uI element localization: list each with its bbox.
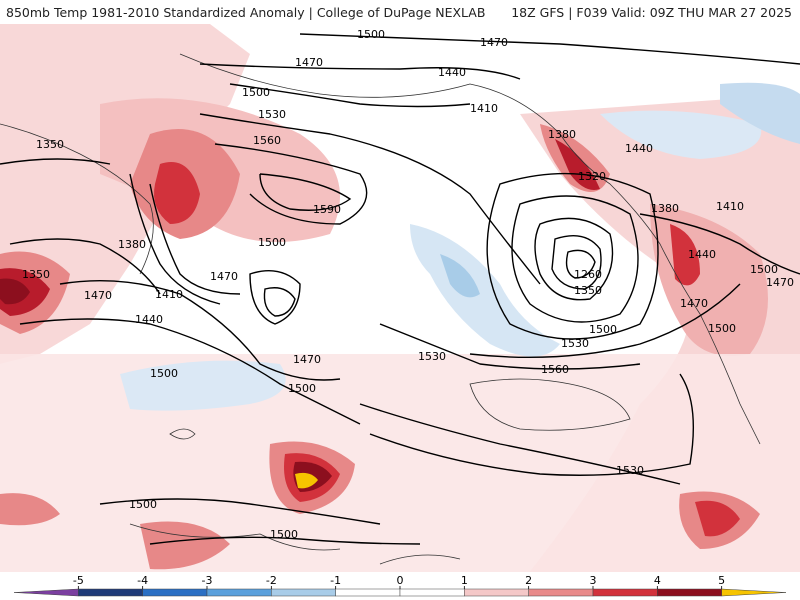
svg-text:1470: 1470 [680,297,708,310]
model-run-info: 18Z GFS | F039 Valid: 09Z THU MAR 27 202… [511,5,792,20]
svg-text:1500: 1500 [589,323,617,336]
colorbar-tick-label: -4 [137,574,148,587]
svg-text:1500: 1500 [750,263,778,276]
svg-text:1320: 1320 [578,170,606,183]
svg-text:1530: 1530 [418,350,446,363]
svg-text:1440: 1440 [438,66,466,79]
svg-text:1500: 1500 [258,236,286,249]
colorbar-tick-label: 5 [718,574,725,587]
svg-text:1470: 1470 [480,36,508,49]
svg-text:1500: 1500 [242,86,270,99]
colorbar-segment [721,588,787,597]
contour-labels: 1500 1470 1470 1440 1500 1530 1410 1380 … [22,28,794,541]
svg-text:1350: 1350 [36,138,64,151]
colorbar-segment [657,588,722,597]
svg-text:1500: 1500 [288,382,316,395]
svg-text:1560: 1560 [253,134,281,147]
svg-text:1350: 1350 [22,268,50,281]
svg-text:1410: 1410 [155,288,183,301]
svg-text:1470: 1470 [84,289,112,302]
svg-text:1380: 1380 [548,128,576,141]
svg-text:1440: 1440 [688,248,716,261]
height-contours [0,33,800,545]
colorbar-segment [528,588,594,597]
colorbar-tick-label: 2 [525,574,532,587]
svg-text:1440: 1440 [135,313,163,326]
svg-text:1410: 1410 [470,102,498,115]
colorbar-segment [271,588,336,597]
svg-text:1500: 1500 [708,322,736,335]
anomaly-shading [0,24,800,572]
colorbar-segment [592,588,658,597]
svg-text:1470: 1470 [295,56,323,69]
svg-text:1530: 1530 [616,464,644,477]
colorbar-segment [206,588,272,597]
colorbar-tick-label: 1 [461,574,468,587]
svg-text:1380: 1380 [651,202,679,215]
svg-text:1560: 1560 [541,363,569,376]
colorbar-tick-label: -1 [330,574,341,587]
colorbar-tick-label: 0 [397,574,404,587]
svg-text:1530: 1530 [561,337,589,350]
colorbar-segment [13,588,79,597]
colorbar-segment [78,588,143,597]
svg-text:1500: 1500 [129,498,157,511]
coastlines [0,53,761,565]
colorbar-segment [335,588,401,597]
svg-text:1470: 1470 [293,353,321,366]
colorbar-segment [142,588,208,597]
colorbar-graphic: -5 -4 -3 -2 -1 0 1 2 3 4 5 [13,574,787,597]
colorbar-tick-label: -5 [73,574,84,587]
colorbar-tick-label: -2 [266,574,277,587]
colorbar-tick-label: -3 [202,574,213,587]
colorbar-segment [399,588,465,597]
map-title: 850mb Temp 1981-2010 Standardized Anomal… [6,5,486,20]
svg-text:1350: 1350 [574,284,602,297]
svg-text:1440: 1440 [625,142,653,155]
svg-text:1470: 1470 [766,276,794,289]
svg-text:1500: 1500 [150,367,178,380]
svg-text:1470: 1470 [210,270,238,283]
svg-text:1500: 1500 [270,528,298,541]
svg-text:1590: 1590 [313,203,341,216]
colorbar-tick-label: 3 [590,574,597,587]
svg-text:1530: 1530 [258,108,286,121]
svg-text:1410: 1410 [716,200,744,213]
svg-text:1500: 1500 [357,28,385,41]
title-bar: 850mb Temp 1981-2010 Standardized Anomal… [0,0,800,24]
colorbar: -5 -4 -3 -2 -1 0 1 2 3 4 5 [0,572,800,600]
svg-text:1260: 1260 [574,268,602,281]
colorbar-segment [464,588,529,597]
anomaly-map: 1500 1470 1470 1440 1500 1530 1410 1380 … [0,24,800,572]
colorbar-tick-label: 4 [654,574,661,587]
svg-text:1380: 1380 [118,238,146,251]
